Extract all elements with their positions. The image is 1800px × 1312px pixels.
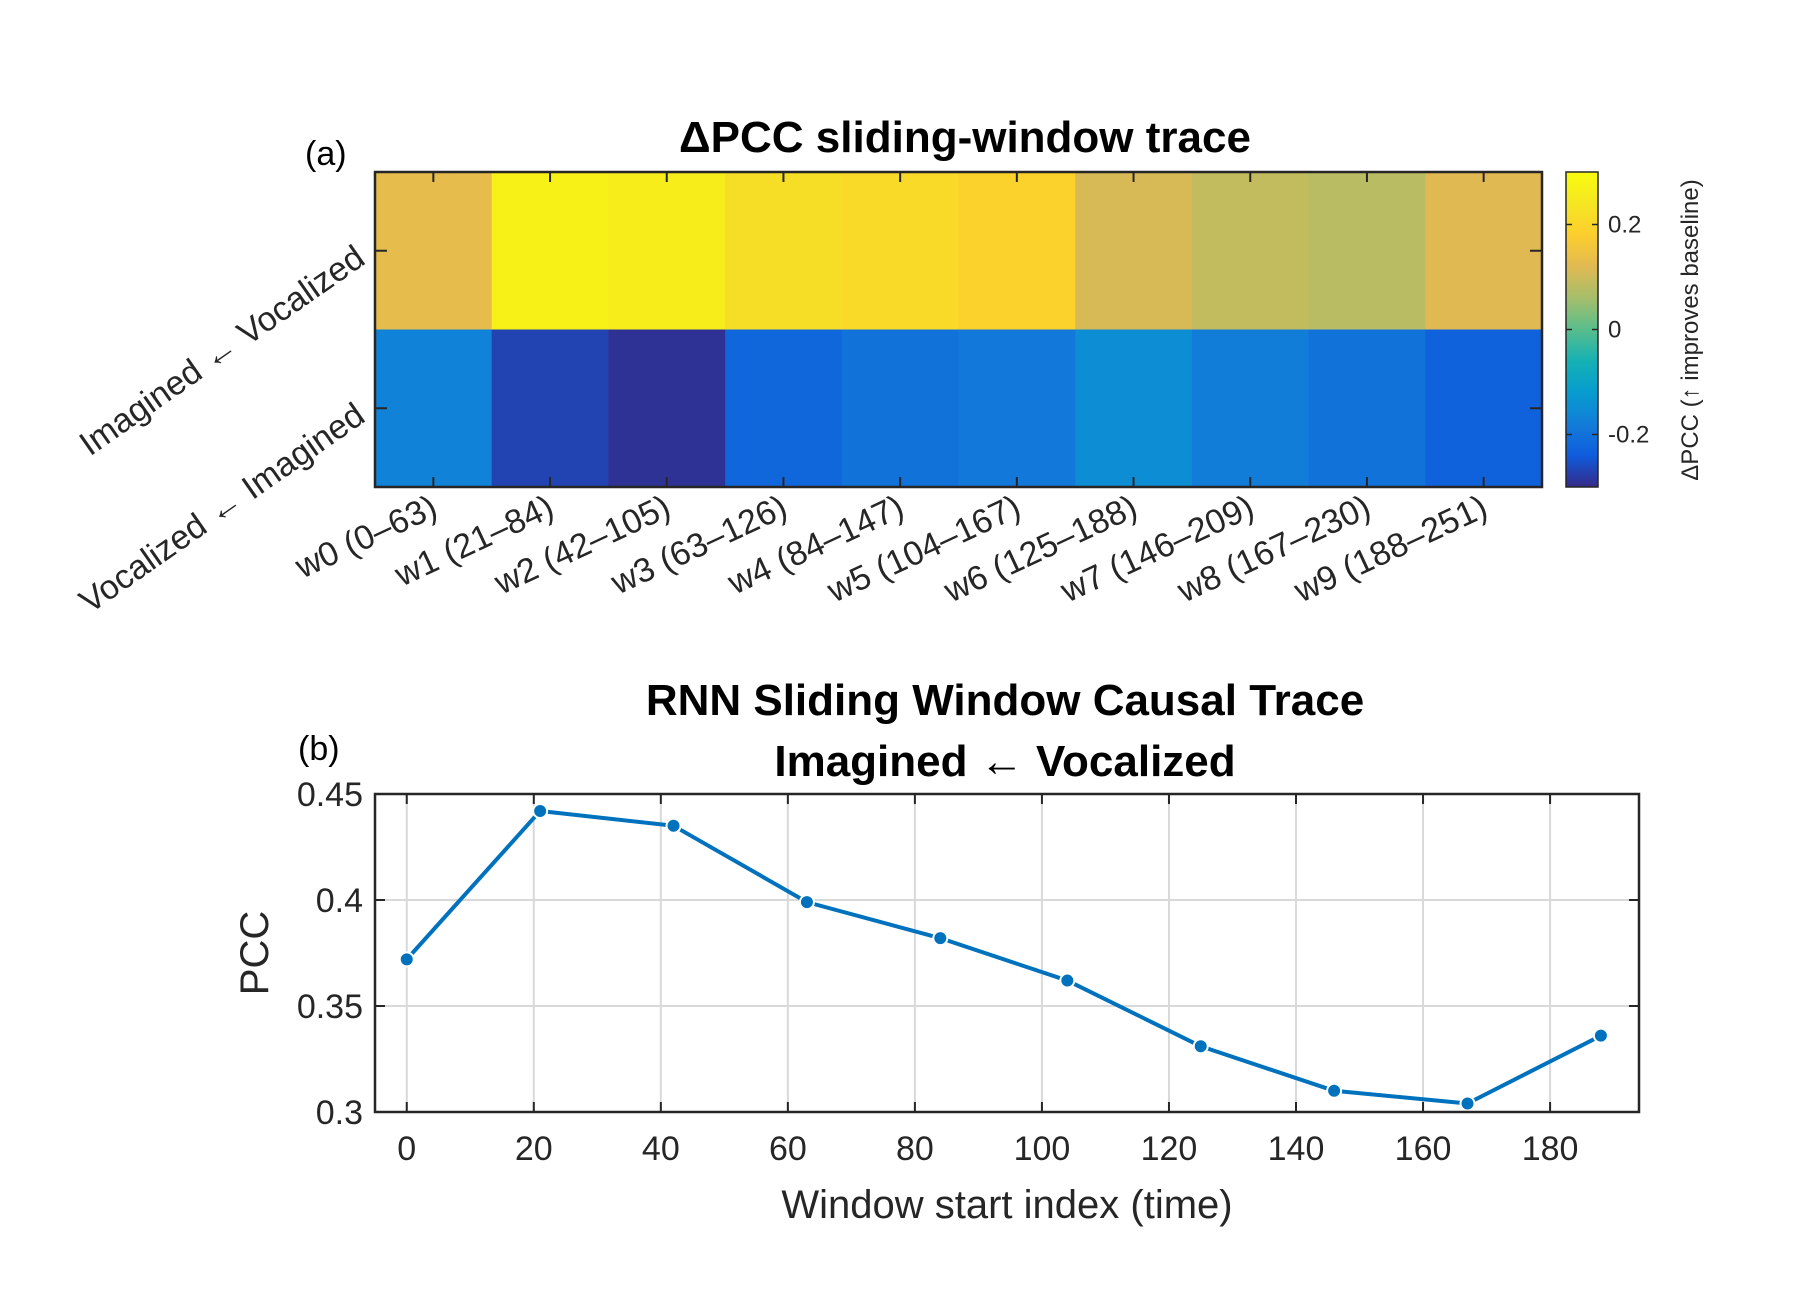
x-tick-label: 120 (1141, 1130, 1198, 1168)
heatmap-cell (1191, 172, 1310, 331)
line-ticks: 0 20 40 60 80 100 120 140 160 180 0.3 0.35 0.4 0.45 (297, 776, 1639, 1168)
heatmap-cell (1425, 172, 1543, 331)
heatmap-cell (1308, 172, 1426, 331)
heatmap-cell (841, 172, 960, 331)
line-y-axis-label: PCC (233, 911, 277, 995)
series-point (1592, 1027, 1609, 1044)
heatmap-ticks (375, 172, 1542, 487)
heatmap-cell (841, 329, 960, 488)
heatmap-cell (375, 329, 493, 488)
x-tick-label: 80 (896, 1130, 934, 1168)
heatmap-cell (491, 329, 609, 488)
line-frame (373, 792, 1641, 1114)
heatmap-cell (958, 329, 1076, 488)
colorbar-label: ΔPCC (↑ improves baseline) (1677, 179, 1704, 480)
colorbar-tick-label: 0.2 (1608, 212, 1641, 239)
x-tick-label: 40 (642, 1130, 680, 1168)
y-tick-label: 0.35 (297, 988, 363, 1026)
x-tick-label: 0 (397, 1130, 416, 1168)
series-point (398, 951, 415, 968)
series-point (932, 930, 949, 947)
heatmap-cell (1191, 329, 1310, 488)
heatmap-cell (958, 172, 1076, 331)
x-tick-label: 140 (1268, 1130, 1325, 1168)
heatmap-cell (1075, 329, 1193, 488)
line-title-line1: RNN Sliding Window Causal Trace (646, 676, 1364, 725)
series-point (532, 802, 549, 819)
heatmap-cell (1075, 172, 1193, 331)
colorbar-tick-label: -0.2 (1608, 422, 1649, 449)
heatmap-cell (491, 172, 609, 331)
heatmap-cell (725, 329, 843, 488)
heatmap-cell (1425, 329, 1543, 488)
series-point (1326, 1082, 1343, 1099)
series-point (798, 894, 815, 911)
colorbar-tick-label: 0 (1608, 317, 1621, 344)
heatmap-cell (375, 172, 493, 331)
heatmap-cell (608, 172, 726, 331)
series-point (1192, 1038, 1209, 1055)
heatmap-panel: (a) ΔPCC sliding-window trace w0 (0–63)w… (73, 113, 1704, 621)
heatmap-cell (608, 329, 726, 488)
x-tick-label: 60 (769, 1130, 807, 1168)
line-panel: (b) RNN Sliding Window Causal Trace Imag… (233, 676, 1641, 1227)
line-title-line2: Imagined ← Vocalized (774, 737, 1235, 786)
x-tick-label: 100 (1014, 1130, 1071, 1168)
line-series (398, 802, 1609, 1112)
line-grid (375, 793, 1639, 1113)
panel-b-label: (b) (298, 730, 340, 768)
colorbar-ticks: -0.2 0 0.2 (1566, 212, 1649, 449)
heatmap-cells (375, 172, 1543, 488)
y-tick-label: 0.3 (316, 1094, 363, 1132)
x-tick-label: 160 (1395, 1130, 1452, 1168)
x-tick-label: 20 (515, 1130, 553, 1168)
series-point (1059, 972, 1076, 989)
heatmap-x-tick-labels: w0 (0–63)w1 (21–84)w2 (42–105)w3 (63–126… (289, 488, 1493, 611)
heatmap-cell (1308, 329, 1426, 488)
heatmap-title: ΔPCC sliding-window trace (679, 113, 1251, 162)
heatmap-cell (725, 172, 843, 331)
series-point (665, 817, 682, 834)
panel-a-label: (a) (305, 135, 347, 173)
line-x-axis-label: Window start index (time) (781, 1183, 1232, 1227)
y-tick-label: 0.4 (316, 882, 363, 920)
y-tick-label: 0.45 (297, 776, 363, 814)
heatmap-frame (373, 170, 1544, 489)
series-point (1459, 1095, 1476, 1112)
series-line (405, 808, 1602, 1106)
x-tick-label: 180 (1522, 1130, 1579, 1168)
